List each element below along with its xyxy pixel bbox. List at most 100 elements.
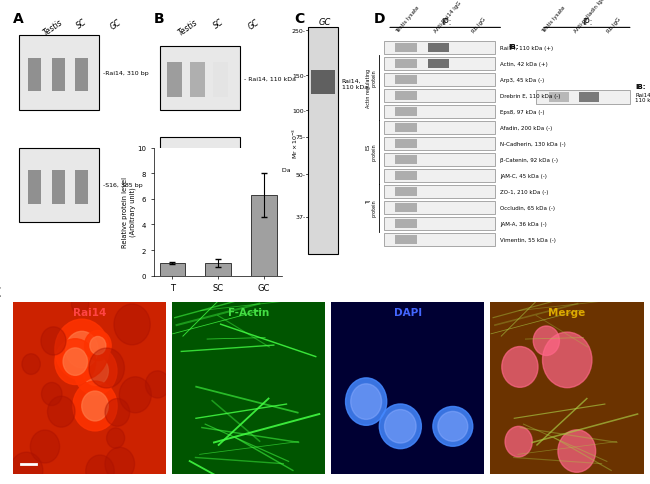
Circle shape [146,371,170,398]
Text: C: C [294,13,305,26]
FancyBboxPatch shape [51,59,64,92]
FancyBboxPatch shape [13,302,166,474]
FancyBboxPatch shape [395,76,417,85]
Text: N-Cadherin, 130 kDa (-): N-Cadherin, 130 kDa (-) [500,142,566,147]
Circle shape [74,347,117,395]
Text: DAPI: DAPI [394,307,422,318]
Circle shape [107,428,125,448]
FancyBboxPatch shape [385,217,495,231]
Text: Vimentin, 55 kDa (-): Vimentin, 55 kDa (-) [500,238,556,242]
Circle shape [47,396,75,427]
Text: Rai14,
110 kDa (+): Rai14, 110 kDa (+) [636,92,650,103]
FancyBboxPatch shape [428,60,449,69]
FancyBboxPatch shape [20,36,99,111]
Text: Testis lysate: Testis lysate [541,5,566,34]
Text: Actin regulating
protein: Actin regulating protein [365,69,376,108]
Text: SC: SC [75,18,88,31]
Text: Afadin, 200 kDa (-): Afadin, 200 kDa (-) [500,126,552,131]
FancyBboxPatch shape [160,47,240,111]
Circle shape [82,391,109,421]
Text: Rai14, 110 kDa (+): Rai14, 110 kDa (+) [500,46,554,51]
FancyBboxPatch shape [395,140,417,149]
Text: 100-: 100- [292,108,306,113]
Circle shape [22,354,40,375]
Circle shape [105,399,130,426]
FancyBboxPatch shape [395,172,417,181]
Text: IP:: IP: [441,18,452,27]
FancyBboxPatch shape [385,153,495,167]
Circle shape [55,319,109,380]
Text: IP:: IP: [582,18,592,27]
Text: 150-: 150- [292,74,306,79]
Text: B: B [153,13,164,26]
FancyBboxPatch shape [549,93,569,103]
FancyBboxPatch shape [190,63,205,98]
FancyBboxPatch shape [395,236,417,245]
FancyBboxPatch shape [395,44,417,53]
FancyBboxPatch shape [213,153,228,189]
Text: - Rai14, 110 kDa: - Rai14, 110 kDa [244,76,296,81]
Text: D: D [374,13,385,26]
Text: A: A [13,13,24,26]
FancyBboxPatch shape [385,185,495,199]
FancyBboxPatch shape [29,59,42,92]
FancyBboxPatch shape [428,44,449,53]
Circle shape [502,347,538,388]
FancyBboxPatch shape [190,153,205,189]
Circle shape [114,304,150,345]
Text: Drebrin E, 110 kDa (-): Drebrin E, 110 kDa (-) [500,94,561,99]
Circle shape [10,452,43,484]
Text: - Actin, 42 kDa: - Actin, 42 kDa [244,167,291,172]
Text: GC: GC [109,18,123,31]
Circle shape [89,348,124,388]
Circle shape [558,430,595,472]
FancyBboxPatch shape [385,201,495,215]
Circle shape [543,333,592,388]
Circle shape [41,327,66,355]
Circle shape [66,332,98,368]
FancyBboxPatch shape [166,63,182,98]
FancyBboxPatch shape [385,42,495,55]
Text: Testis: Testis [177,18,200,37]
Text: Rb IgG: Rb IgG [606,16,621,34]
Circle shape [533,326,560,356]
FancyBboxPatch shape [491,302,644,474]
Text: β-Catenin, 92 kDa (-): β-Catenin, 92 kDa (-) [500,158,558,163]
FancyBboxPatch shape [536,91,630,105]
Text: 250-: 250- [292,29,306,33]
Text: Testis: Testis [42,18,64,37]
FancyBboxPatch shape [385,169,495,183]
Text: Merge: Merge [549,307,586,318]
Text: Occludin, 65 kDa (-): Occludin, 65 kDa (-) [500,206,556,211]
Text: F-Actin: F-Actin [228,307,269,318]
Text: GC: GC [246,18,261,31]
FancyBboxPatch shape [160,137,240,201]
Circle shape [84,331,111,361]
FancyBboxPatch shape [385,106,495,119]
FancyBboxPatch shape [385,137,495,151]
Text: SC: SC [212,18,225,31]
Text: E: E [0,285,1,299]
Text: Testis lysate: Testis lysate [395,5,421,34]
Text: JAM-A, 36 kDa (-): JAM-A, 36 kDa (-) [500,222,547,227]
Text: TJ
protein: TJ protein [365,199,376,217]
Circle shape [90,337,106,355]
FancyBboxPatch shape [75,59,88,92]
Text: IB:: IB: [636,84,646,91]
FancyBboxPatch shape [395,124,417,133]
FancyBboxPatch shape [332,302,484,474]
Circle shape [63,348,88,376]
Text: Rb IgG: Rb IgG [471,16,486,34]
Circle shape [105,447,135,481]
Text: ZO-1, 210 kDa (-): ZO-1, 210 kDa (-) [500,190,549,195]
FancyBboxPatch shape [51,171,64,204]
FancyBboxPatch shape [385,233,495,247]
Circle shape [42,383,62,406]
Text: Anti-palladin IgG: Anti-palladin IgG [573,0,606,34]
Circle shape [86,455,114,484]
Text: Rai14: Rai14 [73,307,106,318]
FancyBboxPatch shape [395,108,417,117]
FancyBboxPatch shape [395,188,417,197]
Text: -S16, 385 bp: -S16, 385 bp [103,183,143,188]
Text: Anti-Rai14 IgG: Anti-Rai14 IgG [433,0,462,34]
